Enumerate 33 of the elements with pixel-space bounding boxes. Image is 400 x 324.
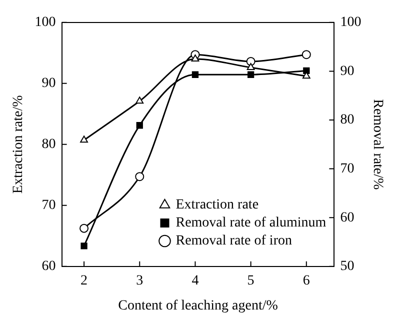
y2-tick-label: 50 — [340, 259, 354, 274]
x-tick-label: 3 — [136, 273, 144, 288]
point — [246, 63, 255, 70]
point — [80, 224, 89, 233]
point — [135, 172, 144, 182]
legend-label: Removal rate of aluminum — [176, 216, 326, 231]
point — [80, 136, 88, 143]
point — [136, 96, 144, 104]
y-tick-label: 90 — [42, 76, 56, 92]
point — [191, 54, 200, 62]
x-tick-label: 6 — [302, 273, 310, 288]
y-tick-label: 70 — [42, 198, 56, 214]
y-tick-label: 60 — [42, 259, 56, 274]
y-tick-label: 100 — [34, 15, 56, 30]
point — [302, 50, 311, 60]
point — [247, 71, 254, 78]
legend-label: Removal rate of iron — [176, 234, 292, 249]
y2-tick-label: 60 — [340, 210, 354, 226]
point — [80, 242, 88, 250]
x-tick-label: 4 — [192, 273, 199, 288]
y2-axis-title: Removal rate/% — [370, 99, 385, 190]
point — [192, 71, 199, 78]
x-tick-label: 2 — [80, 273, 88, 288]
x-tick-label: 5 — [247, 273, 254, 288]
y2-tick-label: 100 — [340, 15, 362, 30]
legend-label: Extraction rate — [176, 198, 259, 213]
point — [136, 122, 143, 129]
y2-tick-label: 90 — [340, 64, 354, 79]
y2-tick-label: 80 — [340, 112, 354, 128]
y-axis-title: Extraction rate/% — [11, 94, 26, 194]
y2-tick-label: 70 — [340, 161, 354, 176]
x-axis-title: Content of leaching agent/% — [118, 298, 278, 314]
y-tick-label: 80 — [42, 137, 56, 152]
